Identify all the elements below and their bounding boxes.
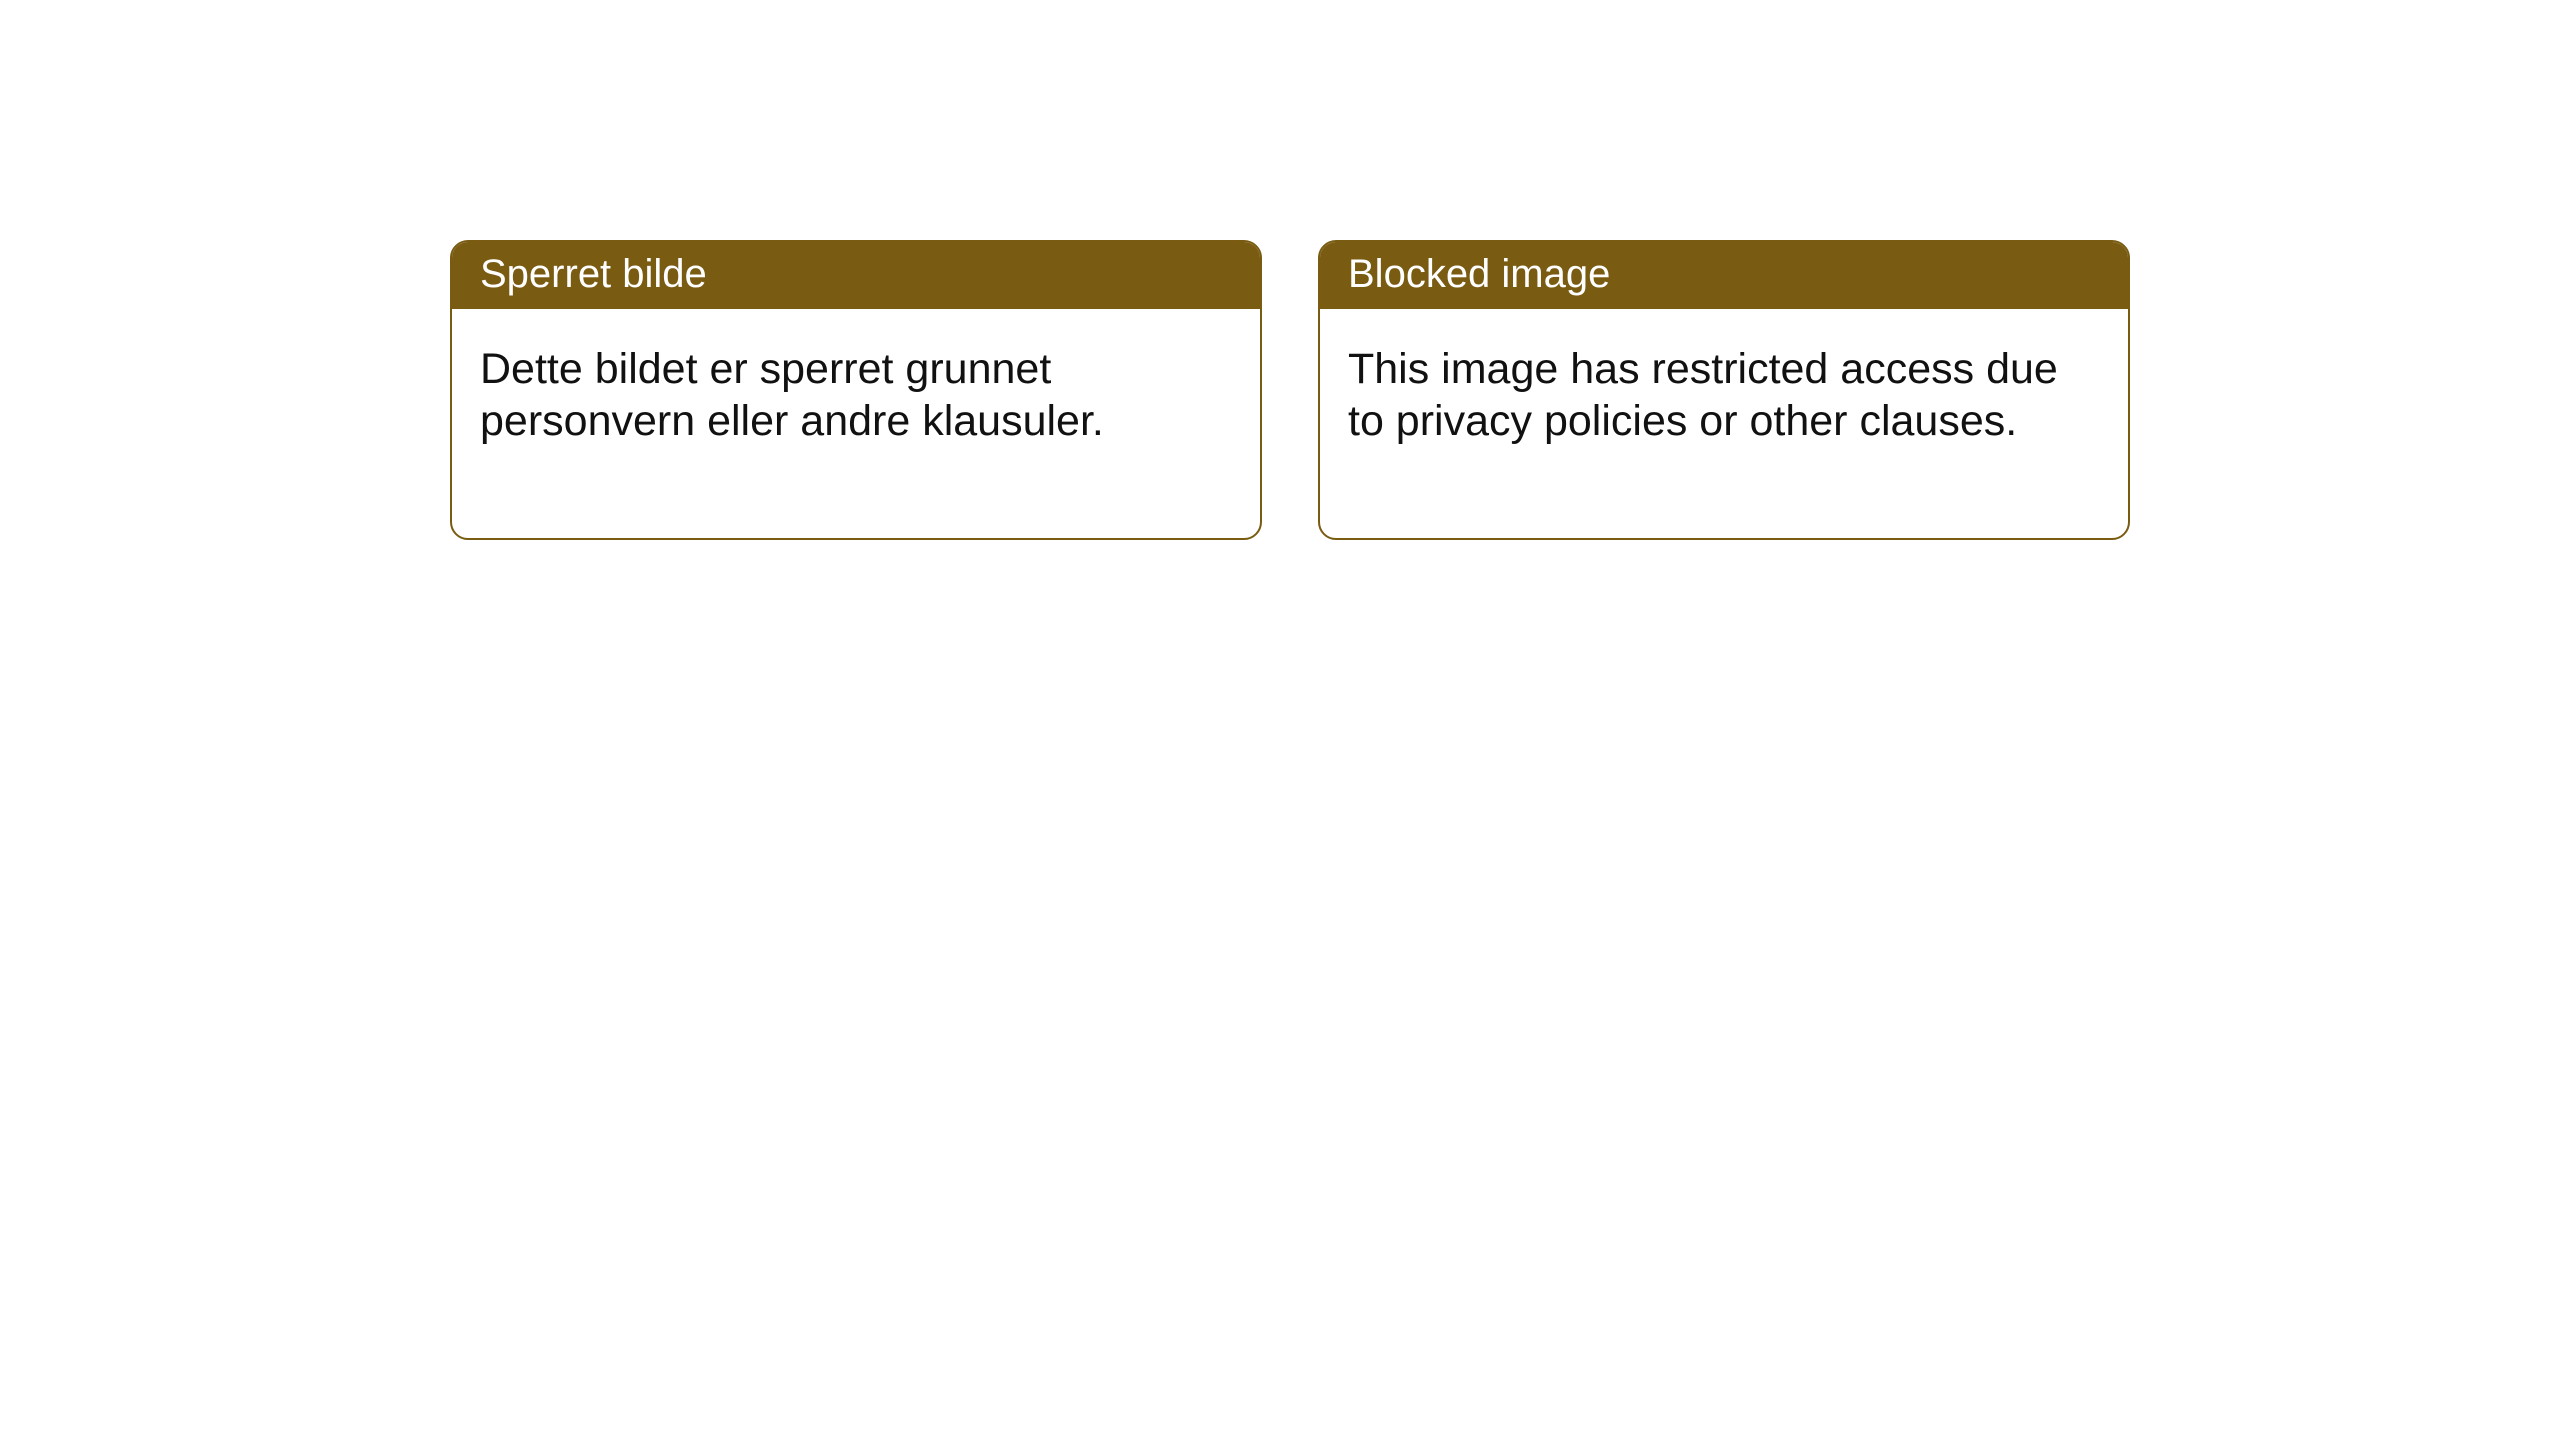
card-body: Dette bildet er sperret grunnet personve… xyxy=(452,309,1260,538)
blocked-image-notices: Sperret bilde Dette bildet er sperret gr… xyxy=(450,240,2560,540)
blocked-image-card-english: Blocked image This image has restricted … xyxy=(1318,240,2130,540)
card-header: Blocked image xyxy=(1320,242,2128,309)
card-header: Sperret bilde xyxy=(452,242,1260,309)
card-body: This image has restricted access due to … xyxy=(1320,309,2128,538)
blocked-image-card-norwegian: Sperret bilde Dette bildet er sperret gr… xyxy=(450,240,1262,540)
